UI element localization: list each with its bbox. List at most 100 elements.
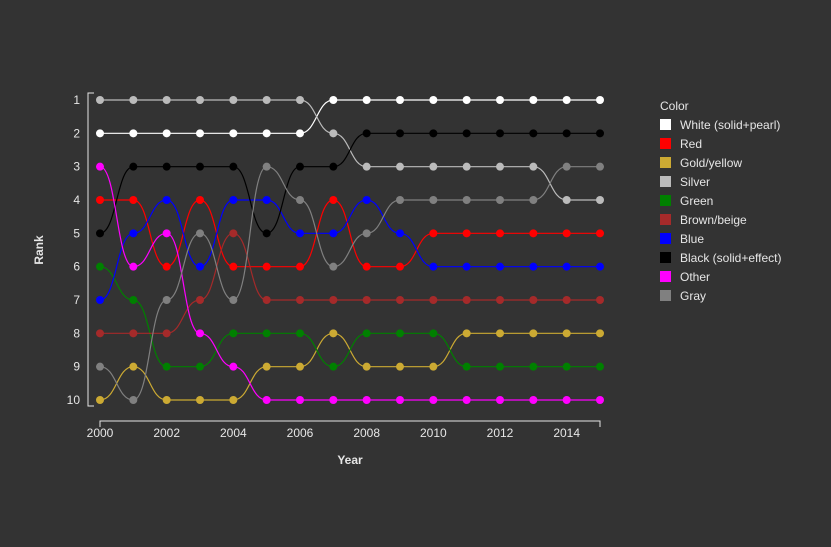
data-point [329,129,338,138]
data-point [529,96,538,104]
data-point [262,196,271,204]
y-axis-line [87,92,94,407]
legend-swatch [660,233,671,244]
y-tick-label: 5 [73,226,80,240]
data-point [96,396,104,404]
legend-label: Brown/beige [680,213,747,227]
data-point [496,296,504,304]
data-point [196,129,204,138]
series-line [99,332,600,401]
data-point [529,329,538,338]
data-point [229,96,238,104]
y-tick-label: 1 [73,93,80,107]
legend-items: White (solid+pearl) Red Gold/yellow Silver G… [660,118,782,303]
legend-label: Silver [680,175,710,189]
data-point [129,396,138,404]
data-point [496,96,504,104]
data-point [396,362,404,371]
data-point [429,362,438,371]
data-point [96,362,104,371]
data-point [329,362,338,371]
data-point [262,262,271,271]
data-point [396,229,404,238]
data-point [162,229,171,238]
series-line [99,99,600,134]
data-point [429,262,438,271]
y-tick-label: 7 [73,293,80,307]
data-point [329,196,338,204]
legend-swatch [660,176,671,187]
data-point [496,329,504,338]
data-point [196,396,204,404]
data-point [529,229,538,238]
data-point [462,362,471,371]
data-point [329,96,338,104]
legend-title: Color [660,99,689,113]
data-point [229,262,238,271]
series-line [100,232,600,334]
data-point [196,196,204,204]
data-point [562,162,571,171]
data-point [162,362,171,371]
data-point [96,296,104,304]
data-point [162,262,171,271]
x-tick-label: 2012 [487,426,514,440]
y-tick-label: 10 [67,393,81,407]
series-line [99,166,600,401]
series-points [96,96,604,404]
data-point [262,229,271,238]
data-point [296,396,304,404]
data-point [229,229,238,238]
data-point [262,396,271,404]
y-tick-label: 8 [73,326,80,340]
data-point [562,96,571,104]
legend-swatch [660,271,671,282]
data-point [562,362,571,371]
data-point [462,162,471,171]
legend-swatch [660,290,671,301]
legend: Color White (solid+pearl) Red Gold/yellow S… [660,99,782,303]
data-point [462,396,471,404]
data-point [229,129,238,138]
data-point [529,262,538,271]
legend-label: Gray [680,289,706,303]
data-point [496,362,504,371]
y-tick-label: 3 [73,160,80,174]
data-point [196,96,204,104]
data-point [262,362,271,371]
data-point [396,296,404,304]
x-axis-title: Year [337,453,363,467]
legend-swatch [660,119,671,130]
data-point [496,396,504,404]
data-point [562,296,571,304]
data-point [362,229,371,238]
data-point [196,296,204,304]
data-point [562,329,571,338]
legend-swatch [660,138,671,149]
data-point [596,362,604,371]
data-point [129,162,138,171]
data-point [596,396,604,404]
data-point [462,196,471,204]
data-point [529,362,538,371]
data-point [229,396,238,404]
data-point [162,96,171,104]
data-point [129,196,138,204]
series-line [99,132,600,234]
data-point [262,296,271,304]
y-tick-label: 9 [73,360,80,374]
series-lines [99,99,600,401]
data-point [96,96,104,104]
data-point [329,296,338,304]
data-point [96,262,104,271]
data-point [529,129,538,138]
legend-label: Other [680,270,710,284]
x-axis: 2000 2002 2004 2006 2008 2010 2012 2014 Year [87,420,601,467]
data-point [196,362,204,371]
data-point [429,129,438,138]
legend-label: Green [680,194,713,208]
data-point [362,96,371,104]
data-point [429,196,438,204]
legend-label: Gold/yellow [680,156,742,170]
y-axis-title: Rank [32,235,46,265]
